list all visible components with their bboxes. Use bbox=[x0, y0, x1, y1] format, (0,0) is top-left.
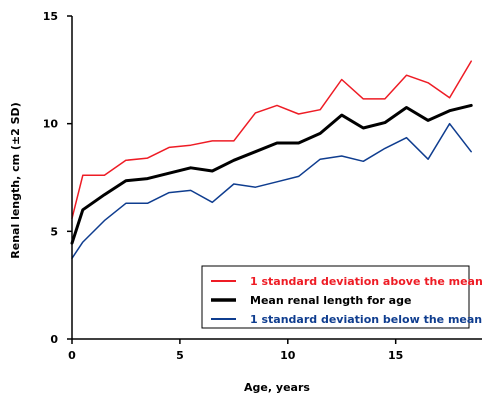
x-tick-label: 10 bbox=[280, 349, 296, 362]
legend-box bbox=[201, 265, 470, 329]
series-line-1 bbox=[70, 103, 473, 245]
legend: 1 standard deviation above the mean Mean … bbox=[201, 265, 483, 329]
x-axis-title: Age, years bbox=[244, 381, 310, 394]
legend-label: 1 standard deviation above the mean bbox=[250, 275, 483, 288]
series-line-0 bbox=[71, 60, 472, 220]
legend-entries: 1 standard deviation above the mean Mean … bbox=[211, 275, 483, 326]
x-tick-label: 15 bbox=[388, 349, 403, 362]
y-tick-label: 5 bbox=[50, 225, 58, 238]
series-layer bbox=[70, 60, 473, 260]
y-tick-label: 0 bbox=[50, 333, 58, 346]
tick-layer: 0 5 10 15 0 5 10 15 bbox=[43, 10, 404, 362]
y-axis-title: Renal length, cm (±2 SD) bbox=[9, 102, 22, 258]
y-tick-label: 15 bbox=[43, 10, 58, 23]
x-tick-label: 5 bbox=[176, 349, 184, 362]
y-tick-label: 10 bbox=[43, 118, 59, 131]
x-tick-label: 0 bbox=[68, 349, 76, 362]
axes-layer bbox=[71, 16, 482, 340]
legend-label: 1 standard deviation below the mean bbox=[250, 313, 482, 326]
series-line-2 bbox=[71, 122, 472, 260]
legend-label: Mean renal length for age bbox=[250, 294, 411, 307]
